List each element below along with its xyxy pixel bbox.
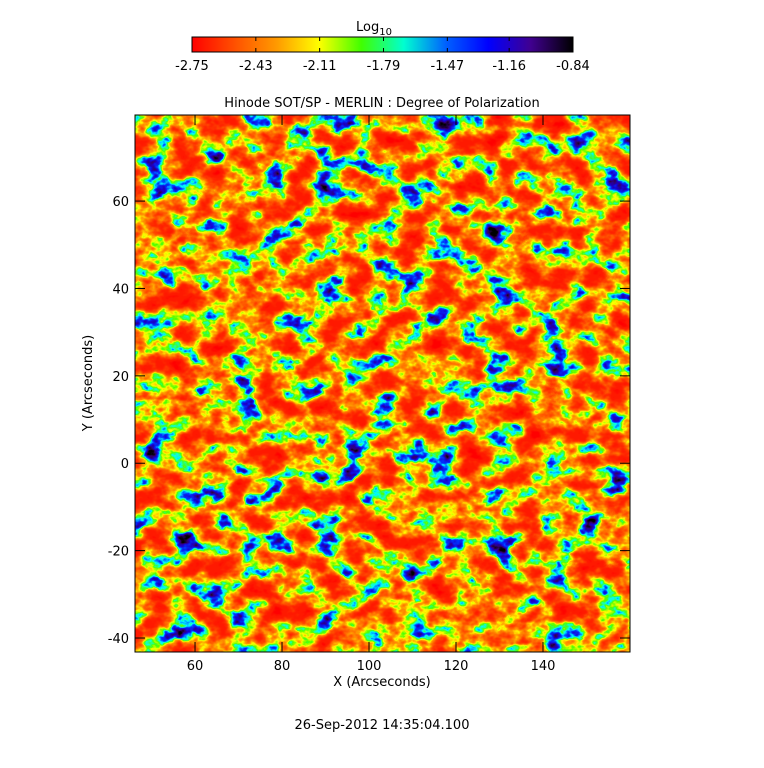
colorbar-tick-label: -0.84: [556, 59, 590, 74]
colorbar-tick-label: -1.16: [492, 59, 526, 74]
x-tick-label: 120: [444, 659, 469, 674]
x-tick-label: 80: [274, 659, 291, 674]
y-axis-label: Y (Arcseconds): [81, 335, 96, 432]
x-tick-label: 100: [357, 659, 382, 674]
colorbar-tick-label: -1.47: [431, 59, 465, 74]
x-axis-label: X (Arcseconds): [333, 675, 430, 690]
x-tick-label: 140: [531, 659, 556, 674]
x-tick-label: 60: [187, 659, 204, 674]
colorbar-label: Log10: [356, 20, 392, 38]
colorbar-tick-label: -2.75: [175, 59, 209, 74]
y-tick-label: -20: [108, 545, 129, 560]
y-tick-label: 40: [112, 282, 129, 297]
colorbar: [191, 36, 574, 53]
y-tick-label: -40: [108, 632, 129, 647]
y-tick-label: 60: [112, 195, 129, 210]
y-tick-label: 20: [112, 370, 129, 385]
chart-title: Hinode SOT/SP - MERLIN : Degree of Polar…: [224, 96, 539, 111]
date-annotation: 26-Sep-2012 14:35:04.100: [295, 718, 470, 733]
y-tick-label: 0: [121, 457, 129, 472]
colorbar-tick-label: -2.11: [303, 59, 337, 74]
colorbar-tick-label: -1.79: [367, 59, 401, 74]
colorbar-label-base: Log: [356, 20, 379, 35]
colorbar-label-sub: 10: [379, 27, 392, 38]
colorbar-tick-label: -2.43: [239, 59, 273, 74]
heatmap-image: [135, 115, 630, 652]
plot-frame: [134, 114, 631, 653]
